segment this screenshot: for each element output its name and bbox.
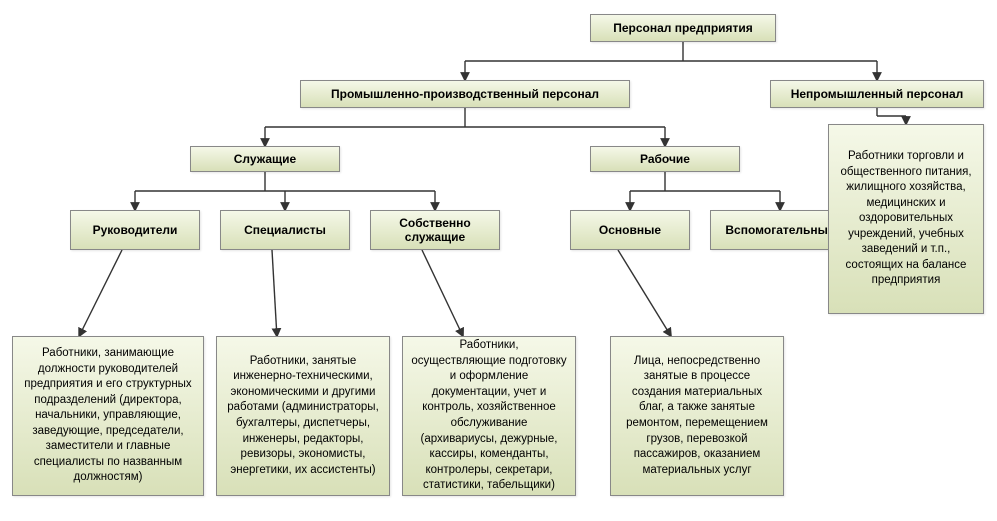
- node-label: Промышленно-производственный персонал: [331, 87, 599, 101]
- node-osn_desc: Лица, непосредственно занятые в процессе…: [610, 336, 784, 496]
- node-osn: Основные: [570, 210, 690, 250]
- edge-spec-spec_desc: [272, 250, 277, 336]
- node-label: Собственно служащие: [379, 216, 491, 244]
- node-prom: Промышленно-производственный персонал: [300, 80, 630, 108]
- node-label: Работники, занятые инженерно-техническим…: [225, 354, 381, 478]
- node-neprom_desc: Работники торговли и общественного питан…: [828, 124, 984, 314]
- node-label: Работники, занимающие должности руководи…: [21, 346, 195, 486]
- node-ruk: Руководители: [70, 210, 200, 250]
- node-sobs: Собственно служащие: [370, 210, 500, 250]
- node-label: Рабочие: [640, 152, 690, 166]
- bus-root: [465, 42, 877, 61]
- node-spec: Специалисты: [220, 210, 350, 250]
- bus-prom: [265, 108, 665, 127]
- bus-neprom: [877, 108, 906, 116]
- bus-sluz: [135, 172, 435, 191]
- node-label: Лица, непосредственно занятые в процессе…: [619, 354, 775, 478]
- node-sluz: Служащие: [190, 146, 340, 172]
- node-label: Специалисты: [244, 223, 326, 237]
- node-label: Вспомогательные: [725, 223, 834, 237]
- node-label: Руководители: [93, 223, 178, 237]
- node-label: Работники, осуществляющие подготовку и о…: [411, 338, 567, 493]
- node-label: Персонал предприятия: [613, 21, 753, 35]
- edge-sobs-sobs_desc: [422, 250, 463, 336]
- edge-ruk-ruk_desc: [79, 250, 122, 336]
- node-spec_desc: Работники, занятые инженерно-техническим…: [216, 336, 390, 496]
- node-label: Работники торговли и общественного питан…: [837, 149, 975, 289]
- node-ruk_desc: Работники, занимающие должности руководи…: [12, 336, 204, 496]
- bus-rab: [630, 172, 780, 191]
- node-label: Основные: [599, 223, 661, 237]
- node-label: Непромышленный персонал: [791, 87, 964, 101]
- node-root: Персонал предприятия: [590, 14, 776, 42]
- node-neprom: Непромышленный персонал: [770, 80, 984, 108]
- node-label: Служащие: [234, 152, 296, 166]
- edge-osn-osn_desc: [618, 250, 671, 336]
- node-rab: Рабочие: [590, 146, 740, 172]
- node-sobs_desc: Работники, осуществляющие подготовку и о…: [402, 336, 576, 496]
